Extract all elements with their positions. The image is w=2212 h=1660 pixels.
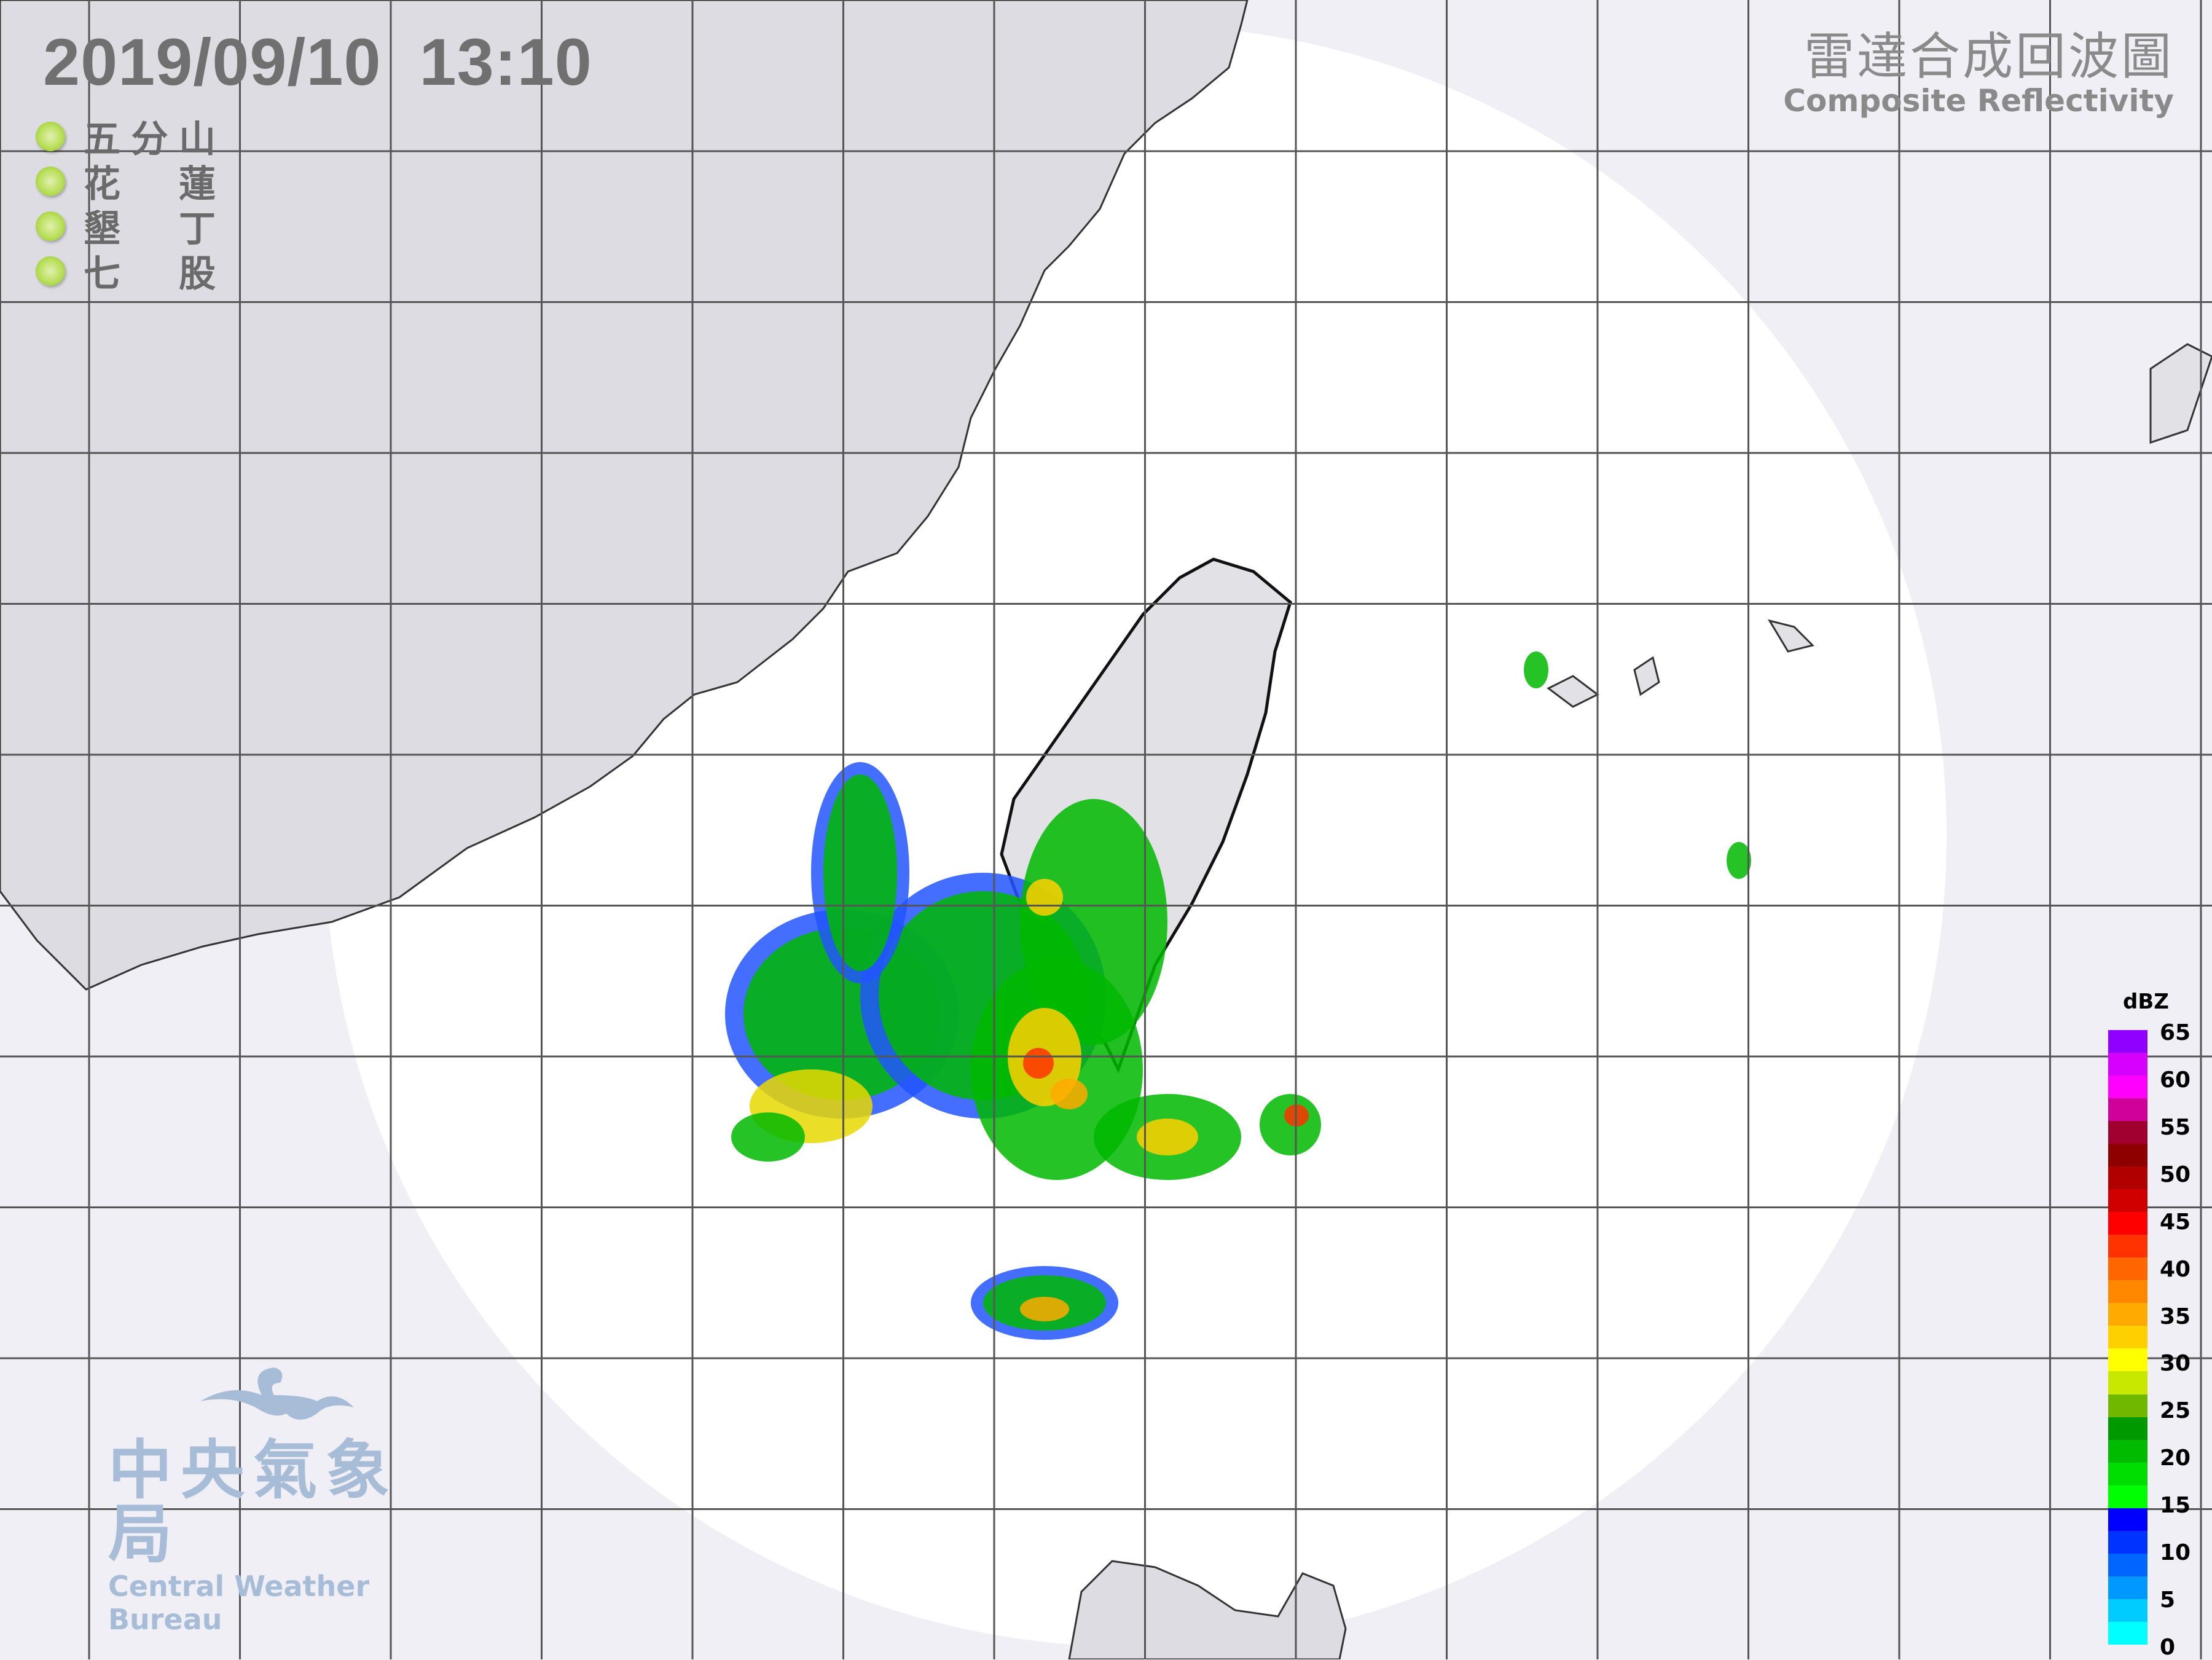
radar-station: 七股 (36, 248, 216, 296)
legend-color-step (2108, 1257, 2147, 1281)
legend-unit: dBZ (2123, 989, 2169, 1014)
radar-station: 花蓮 (36, 159, 216, 206)
legend-color-step (2108, 1371, 2147, 1394)
legend-color-step (2108, 1599, 2147, 1622)
legend-color-step (2108, 1394, 2147, 1417)
legend-color-step (2108, 1576, 2147, 1599)
echo-cell (1051, 1079, 1088, 1109)
echo-cell (1137, 1119, 1198, 1155)
legend-color-bar (2108, 1030, 2147, 1645)
echo-cell (823, 774, 897, 971)
legend-color-step (2108, 1280, 2147, 1304)
legend-tick-label: 30 (2160, 1351, 2191, 1377)
product-title-en: Composite Reflectivity (1783, 83, 2174, 119)
cloud-wave-logo-icon (200, 1367, 354, 1420)
legend-tick-label: 25 (2160, 1398, 2191, 1424)
luzon-coast (1068, 1560, 1347, 1659)
legend-color-step (2108, 1348, 2147, 1372)
legend-color-step (2108, 1030, 2147, 1053)
echo-cell (1020, 1297, 1069, 1321)
station-name: 花蓮 (84, 154, 216, 208)
cwb-logo: 中央氣象局 Central Weather Bureau (108, 1358, 465, 1636)
legend-color-step (2108, 1303, 2147, 1326)
legend-color-step (2108, 1417, 2147, 1440)
legend-color-step (2108, 1485, 2147, 1508)
legend-color-step (2108, 1508, 2147, 1531)
china-coast (0, 0, 1249, 991)
legend-color-step (2108, 1530, 2147, 1554)
legend-color-step (2108, 1553, 2147, 1576)
radar-station-list: 五分山花蓮墾丁七股 (36, 114, 216, 296)
time-label: 13:10 (419, 25, 592, 99)
station-name-char: 分 (131, 118, 168, 161)
legend-tick-label: 55 (2160, 1114, 2191, 1140)
echo-cell (731, 1112, 805, 1162)
station-name-char: 七 (84, 253, 120, 296)
legend-color-step (2108, 1053, 2147, 1076)
station-name-char: 花 (84, 163, 120, 206)
station-name-char: 五 (84, 118, 120, 161)
station-name-char: 墾 (84, 208, 120, 251)
legend-tick-label: 60 (2160, 1067, 2191, 1093)
legend-tick-label: 15 (2160, 1493, 2191, 1519)
echo-cell (1023, 1048, 1054, 1079)
legend-tick-label: 65 (2160, 1020, 2191, 1045)
timestamp: 2019/09/10 13:10 (43, 23, 592, 100)
echo-cell (1727, 842, 1751, 879)
radar-station: 墾丁 (36, 203, 216, 251)
date-label: 2019/09/10 (43, 25, 382, 99)
station-status-icon (36, 121, 65, 151)
legend-tick-label: 50 (2160, 1162, 2191, 1187)
legend-tick-label: 10 (2160, 1540, 2191, 1566)
station-name-char: 山 (179, 118, 216, 161)
legend-color-step (2108, 1462, 2147, 1485)
station-status-icon (36, 211, 65, 241)
station-name-char: 丁 (179, 208, 216, 251)
station-status-icon (36, 256, 65, 286)
product-title-zh: 雷達合成回波圖 (1803, 28, 2174, 86)
station-name: 七股 (84, 244, 216, 297)
legend-tick-label: 45 (2160, 1209, 2191, 1235)
legend-tick-label: 20 (2160, 1446, 2191, 1471)
echo-cell (1026, 879, 1063, 916)
legend-tick-label: 0 (2160, 1635, 2176, 1660)
legend-color-step (2108, 1144, 2147, 1167)
legend-color-step (2108, 1212, 2147, 1235)
legend-color-step (2108, 1166, 2147, 1190)
logo-name-zh: 中央氣象局 (108, 1433, 399, 1571)
legend-tick-label: 5 (2160, 1587, 2176, 1613)
legend-color-step (2108, 1121, 2147, 1144)
product-title: 雷達合成回波圖 Composite Reflectivity (1783, 32, 2174, 119)
station-status-icon (36, 166, 65, 196)
legend-tick-label: 35 (2160, 1304, 2191, 1329)
station-name: 墾丁 (84, 199, 216, 253)
legend-color-step (2108, 1076, 2147, 1099)
logo-name-en: Central Weather Bureau (108, 1570, 370, 1636)
radar-station: 五分山 (36, 114, 216, 161)
legend-tick-label: 40 (2160, 1256, 2191, 1282)
station-name-char: 股 (179, 253, 216, 296)
legend-color-step (2108, 1621, 2147, 1645)
station-name-char: 蓮 (179, 163, 216, 206)
legend-color-step (2108, 1189, 2147, 1213)
station-name: 五分山 (84, 109, 216, 163)
legend-color-step (2108, 1326, 2147, 1349)
echo-cell (1524, 651, 1548, 688)
legend-color-step (2108, 1098, 2147, 1122)
legend-color-step (2108, 1439, 2147, 1463)
legend-color-step (2108, 1235, 2147, 1258)
